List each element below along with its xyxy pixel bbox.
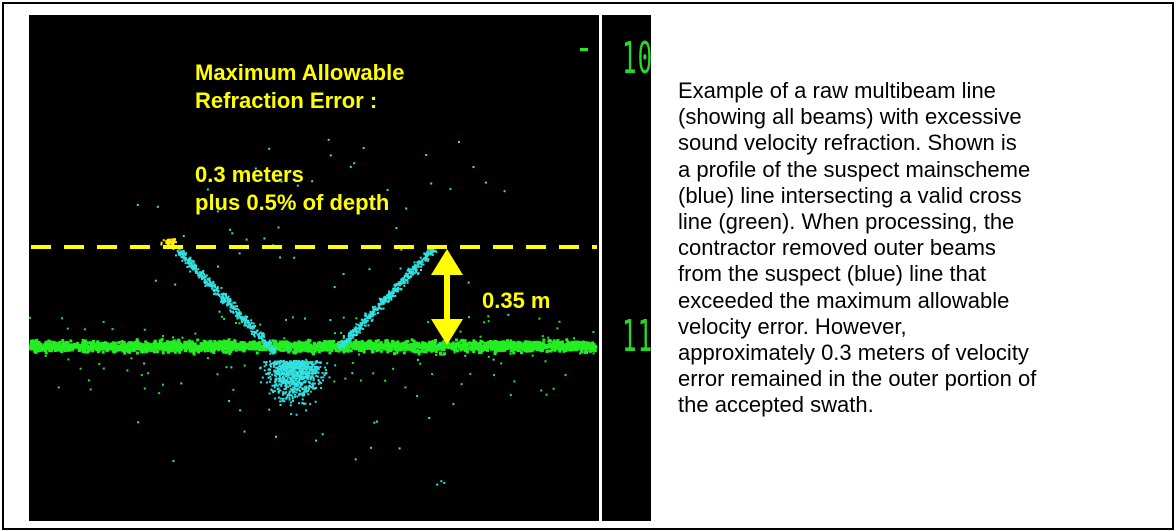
- caption-line: (blue) line intersecting a valid cross: [678, 182, 1022, 208]
- figure-title-line-1: Maximum Allowable: [195, 60, 405, 85]
- depth-scale-digits-top: 10: [622, 33, 651, 84]
- depth-scale-digits-bottom: 11: [622, 311, 651, 362]
- suspect-mainscheme-soundings: [136, 138, 510, 486]
- caption-line: sound velocity refraction. Shown is: [678, 130, 1017, 156]
- multibeam-profile-figure: Maximum Allowable Refraction Error : 0.3…: [29, 15, 599, 521]
- multibeam-profile-plot: [29, 48, 598, 486]
- error-spec-line-1: 0.3 meters: [195, 162, 304, 187]
- figure-title-line-2: Refraction Error :: [195, 88, 378, 113]
- caption-line: approximately 0.3 meters of velocity: [678, 340, 1029, 366]
- caption-line: contractor removed outer beams: [678, 235, 996, 261]
- caption-line: the accepted swath.: [678, 392, 874, 418]
- caption-line: error remained in the outer portion of: [678, 366, 1037, 392]
- caption-line: from the suspect (blue) line that: [678, 261, 987, 287]
- measurement-arrow: [431, 249, 463, 345]
- figure-caption: Example of a raw multibeam line (showing…: [678, 78, 1158, 419]
- measurement-arrow-head-down: [431, 319, 463, 345]
- depth-scale-strip: 10 11: [599, 15, 651, 521]
- caption-line: line (green). When processing, the: [678, 209, 1015, 235]
- valid-cross-line-soundings: [29, 315, 598, 397]
- caption-line: a profile of the suspect mainscheme: [678, 156, 1031, 182]
- caption-line: exceeded the maximum allowable: [678, 287, 1010, 313]
- caption-line: (showing all beams) with excessive: [678, 104, 1022, 130]
- measurement-arrow-head-up: [431, 249, 463, 275]
- error-spec-line-2: plus 0.5% of depth: [195, 190, 390, 215]
- caption-line: Example of a raw multibeam line: [678, 78, 996, 103]
- depth-tick-mark: [580, 48, 588, 51]
- outlier-soundings: [160, 238, 177, 246]
- measurement-label: 0.35 m: [482, 288, 551, 313]
- caption-line: velocity error. However,: [678, 313, 907, 339]
